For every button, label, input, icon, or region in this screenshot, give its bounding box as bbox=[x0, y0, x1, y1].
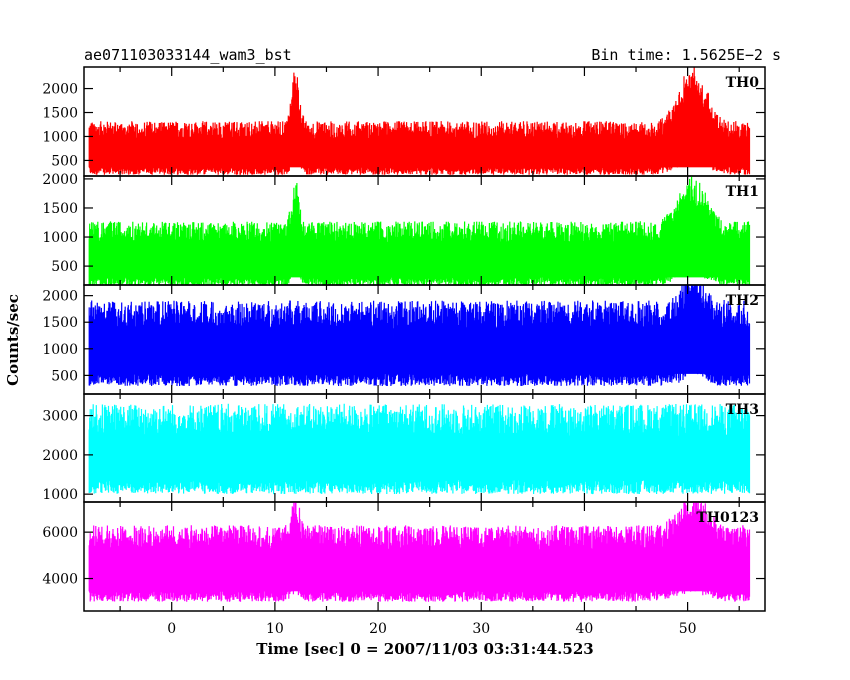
x-tick-label: 30 bbox=[472, 621, 490, 637]
panel-label: TH0123 bbox=[696, 510, 759, 526]
x-tick-label: 10 bbox=[266, 621, 284, 637]
y-tick-label: 1000 bbox=[42, 342, 78, 358]
series-band-th3 bbox=[89, 438, 749, 480]
y-tick-label: 500 bbox=[51, 368, 78, 384]
panel-label: TH1 bbox=[726, 184, 759, 200]
y-tick-label: 1500 bbox=[42, 106, 78, 122]
y-tick-label: 500 bbox=[51, 153, 78, 169]
x-tick-label: 0 bbox=[167, 621, 176, 637]
bin-time-label: Bin time: 1.5625E−2 s bbox=[591, 46, 781, 64]
y-axis-label: Counts/sec bbox=[4, 294, 22, 386]
panel-th0123: 4000 6000 TH0123 bbox=[42, 493, 765, 611]
panel-label: TH3 bbox=[726, 402, 759, 418]
y-tick-label: 6000 bbox=[42, 525, 78, 541]
plot-title: ae071103033144_wam3_bst bbox=[84, 46, 292, 64]
y-tick-label: 2000 bbox=[42, 289, 78, 305]
series-band-th0123 bbox=[89, 550, 749, 591]
y-tick-label: 1500 bbox=[42, 201, 78, 217]
y-tick-label: 1000 bbox=[42, 487, 78, 503]
panel-th2: 500 1000 1500 2000 TH2 bbox=[42, 269, 765, 394]
y-tick-label: 1000 bbox=[42, 230, 78, 246]
x-tick-label: 40 bbox=[576, 621, 594, 637]
y-tick-label: 2000 bbox=[42, 172, 78, 188]
y-tick-label: 500 bbox=[51, 259, 78, 275]
panel-label: TH2 bbox=[726, 293, 759, 309]
panel-label: TH0 bbox=[726, 75, 760, 91]
y-tick-label: 1500 bbox=[42, 315, 78, 331]
series-band-th1 bbox=[89, 243, 749, 277]
y-tick-label: 2000 bbox=[42, 448, 78, 464]
x-axis-label: Time [sec] 0 = 2007/11/03 03:31:44.523 bbox=[256, 640, 593, 658]
series-band-th0 bbox=[89, 139, 749, 167]
series-band-th2 bbox=[89, 330, 749, 374]
panel-th0: 500 1000 1500 2000 TH0 bbox=[42, 64, 765, 176]
panel-th1: 500 1000 1500 2000 TH1 bbox=[42, 170, 765, 287]
panel-th3: 1000 2000 3000 TH3 bbox=[42, 394, 765, 503]
x-tick-label: 50 bbox=[679, 621, 697, 637]
x-tick-label: 20 bbox=[369, 621, 387, 637]
y-tick-label: 1000 bbox=[42, 129, 78, 145]
y-tick-label: 2000 bbox=[42, 82, 78, 98]
y-tick-label: 3000 bbox=[42, 409, 78, 425]
y-tick-label: 4000 bbox=[42, 572, 78, 588]
